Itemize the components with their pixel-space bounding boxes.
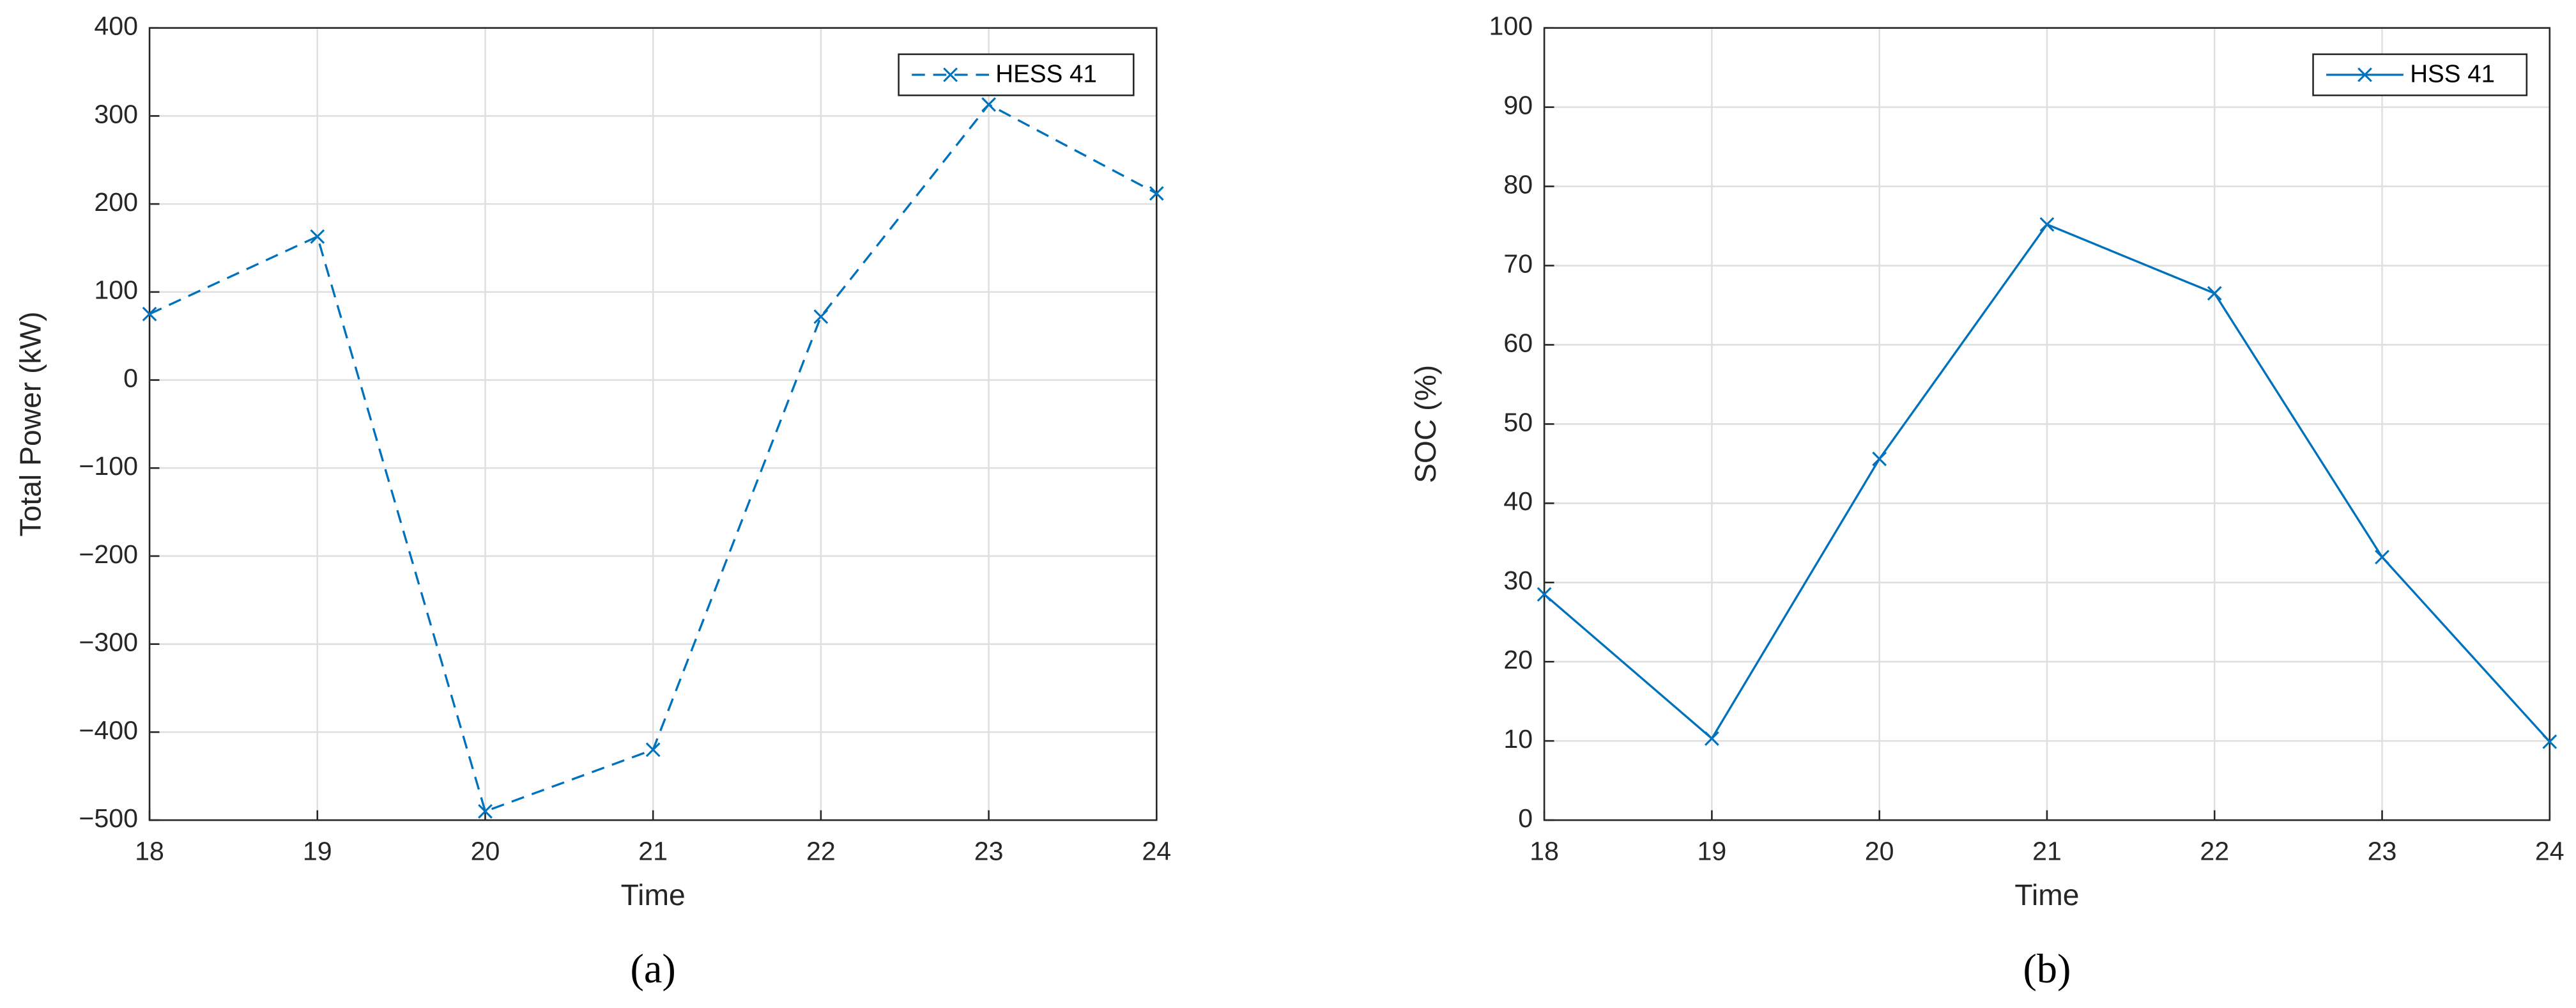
x-tick-label: 19 <box>303 836 332 865</box>
marker <box>2207 286 2222 301</box>
x-axis-label: Time <box>621 878 686 911</box>
marker <box>478 803 493 819</box>
y-tick-label: 70 <box>1503 249 1533 278</box>
marker <box>1149 186 1164 201</box>
caption: (b) <box>2023 946 2071 991</box>
y-tick-label: 10 <box>1503 724 1533 754</box>
x-tick-label: 24 <box>1142 836 1171 865</box>
y-tick-label: 100 <box>94 275 138 305</box>
legend-marker <box>2358 67 2372 82</box>
caption: (a) <box>631 946 676 991</box>
y-axis-label: SOC (%) <box>1409 365 1442 483</box>
y-tick-label: 30 <box>1503 566 1533 595</box>
y-tick-label: 40 <box>1503 486 1533 516</box>
y-tick-label: −200 <box>79 539 138 569</box>
x-tick-label: 18 <box>1529 836 1559 865</box>
marker <box>1872 451 1887 467</box>
x-tick-label: 22 <box>806 836 836 865</box>
x-tick-label: 18 <box>135 836 164 865</box>
y-tick-label: −400 <box>79 715 138 745</box>
y-tick-label: 0 <box>123 363 138 392</box>
x-tick-label: 21 <box>2032 836 2062 865</box>
x-tick-label: 24 <box>2535 836 2564 865</box>
marker <box>142 306 157 322</box>
marker <box>1537 587 1552 602</box>
marker <box>2375 550 2389 564</box>
y-tick-label: −300 <box>79 628 138 657</box>
x-tick-label: 20 <box>471 836 500 865</box>
x-tick-label: 21 <box>638 836 668 865</box>
x-tick-label: 23 <box>974 836 1004 865</box>
marker <box>2039 217 2055 232</box>
legend: HESS 41 <box>898 53 1135 97</box>
marker <box>310 229 325 244</box>
chart-panel: −500 −400 −300 −200 −100 0 100 200 300 400 18 19 20 2… <box>14 12 1171 991</box>
y-tick-label: 300 <box>94 99 138 128</box>
y-tick-label: −500 <box>79 803 138 833</box>
axes-box <box>1543 27 2551 821</box>
y-tick-label: 100 <box>1489 12 1533 41</box>
x-axis-label: Time <box>2014 878 2079 911</box>
y-axis-label: Total Power (kW) <box>14 311 47 536</box>
chart-panel: 0 10 20 30 40 50 60 70 80 90 100 18 19 20 21 22 23 24 Time… <box>1409 12 2564 991</box>
marker <box>2542 734 2557 749</box>
legend-marker <box>943 67 958 82</box>
y-tick-label: 200 <box>94 187 138 217</box>
legend-label: HSS 41 <box>2410 60 2495 88</box>
legend: HSS 41 <box>2312 53 2528 97</box>
x-tick-label: 23 <box>2368 836 2397 865</box>
x-tick-label: 20 <box>1865 836 1894 865</box>
y-tick-label: 90 <box>1503 91 1533 120</box>
x-tick-label: 19 <box>1698 836 1727 865</box>
x-tick-label: 22 <box>2200 836 2229 865</box>
y-tick-label: 80 <box>1503 169 1533 199</box>
marker <box>813 309 829 324</box>
marker <box>981 97 996 112</box>
y-tick-label: 0 <box>1518 803 1533 833</box>
marker <box>645 742 661 757</box>
y-tick-label: 50 <box>1503 407 1533 437</box>
y-tick-label: 60 <box>1503 328 1533 357</box>
y-tick-label: 400 <box>94 12 138 41</box>
y-tick-label: −100 <box>79 451 138 481</box>
marker <box>1705 731 1719 746</box>
y-tick-label: 20 <box>1503 645 1533 674</box>
legend-label: HESS 41 <box>995 60 1097 88</box>
axes-box <box>148 27 1158 821</box>
